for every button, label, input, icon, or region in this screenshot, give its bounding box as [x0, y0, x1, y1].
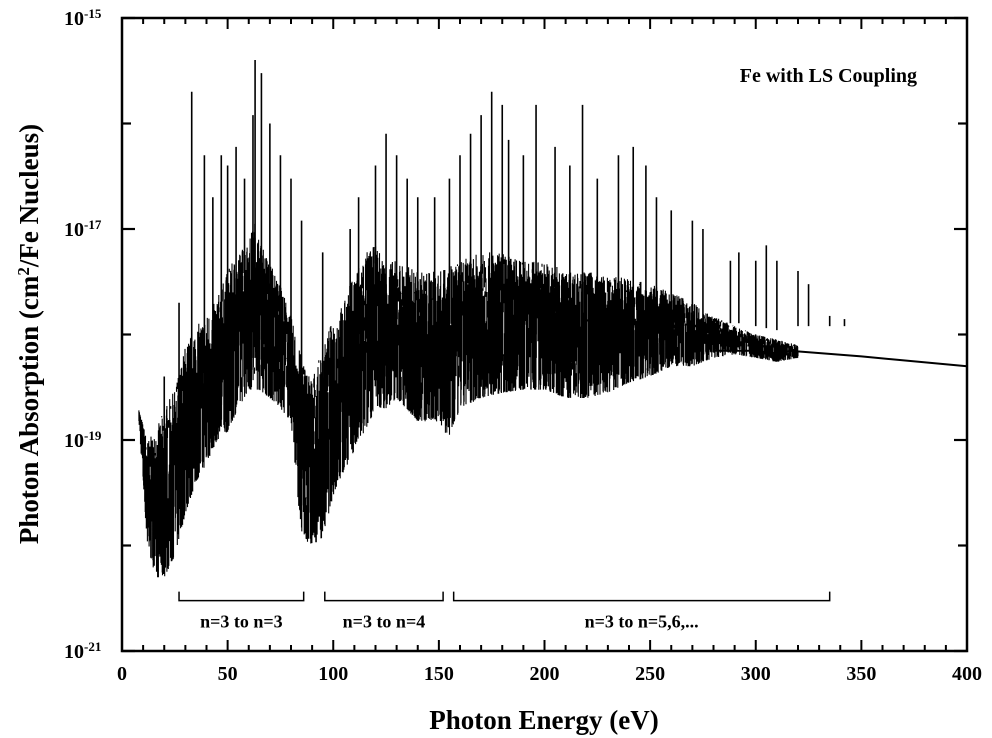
- x-tick-label: 200: [530, 663, 560, 685]
- y-tick-label: 10-15: [64, 6, 102, 31]
- y-tick-base: 10: [64, 641, 84, 663]
- x-tick-label: 100: [318, 663, 348, 685]
- plot-frame: [120, 16, 969, 653]
- y-tick-base: 10: [64, 430, 84, 452]
- x-tick-label: 250: [635, 663, 665, 685]
- x-tick-label: 50: [218, 663, 238, 685]
- plot-area: [138, 59, 968, 578]
- transition-label: n=3 to n=5,6,...: [585, 612, 699, 632]
- x-tick-label: 400: [952, 663, 982, 685]
- y-tick-exponent: -19: [84, 428, 102, 443]
- x-axis-title: Photon Energy (eV): [429, 705, 658, 735]
- y-axis-title-prefix: Photon Absorption (cm: [14, 275, 44, 544]
- chart-title: Fe with LS Coupling: [740, 65, 917, 87]
- x-tick-label: 300: [741, 663, 771, 685]
- continuum-line: [713, 349, 968, 368]
- y-tick-label: 10-21: [64, 639, 101, 664]
- y-tick-base: 10: [64, 219, 84, 241]
- spectrum-lines: [138, 223, 799, 578]
- y-tick-exponent: -21: [84, 639, 101, 654]
- transition-label: n=3 to n=3: [200, 612, 283, 632]
- x-tick-labels: 0 50 100 150 200 250 300 350 400: [117, 663, 982, 685]
- transition-label: n=3 to n=4: [343, 612, 426, 632]
- y-axis-title: Photon Absorption (cm2/Fe Nucleus): [14, 124, 45, 544]
- y-tick-exponent: -17: [84, 217, 102, 232]
- transition-bracket: [178, 591, 305, 602]
- y-tick-exponent: -15: [84, 6, 102, 21]
- transition-bracket: [452, 591, 831, 602]
- x-tick-label: 0: [117, 663, 127, 685]
- y-axis-title-suffix: /Fe Nucleus): [14, 124, 44, 268]
- y-axis-title-sup: 2: [14, 267, 33, 276]
- transition-bracket: [324, 591, 444, 602]
- x-tick-label: 350: [846, 663, 876, 685]
- y-tick-label: 10-17: [64, 217, 102, 242]
- transition-annotations: n=3 to n=3 n=3 to n=4 n=3 to n=5,6,...: [178, 591, 831, 632]
- y-tick-label: 10-19: [64, 428, 102, 453]
- x-tick-label: 150: [424, 663, 454, 685]
- y-tick-base: 10: [64, 8, 84, 30]
